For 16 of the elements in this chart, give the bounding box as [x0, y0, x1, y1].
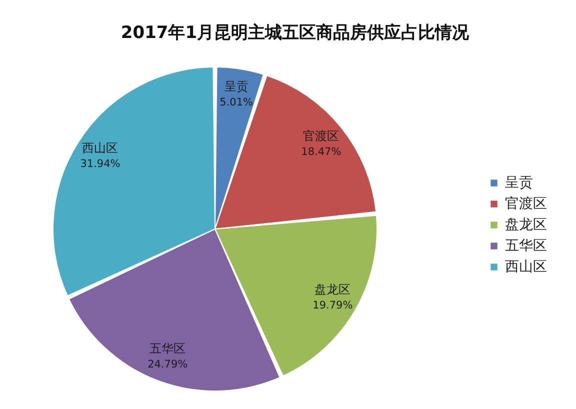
legend-label: 呈贡 [505, 175, 533, 191]
chart-title: 2017年1月昆明主城五区商品房供应占比情况 [120, 23, 470, 43]
slice-label: 呈贡 [224, 80, 248, 94]
legend-label: 盘龙区 [505, 217, 547, 233]
data-label: 5.01% [220, 96, 254, 109]
data-label: 19.79% [312, 299, 353, 312]
slice-label: 五华区 [150, 342, 186, 356]
data-label: 18.47% [301, 146, 342, 158]
slice-label: 盘龙区 [314, 282, 351, 296]
legend-label: 西山区 [505, 259, 547, 275]
legend-label: 官渡区 [505, 196, 547, 212]
data-label: 31.94% [80, 158, 120, 170]
legend-label: 五华区 [505, 238, 547, 254]
slice-label: 西山区 [82, 140, 118, 155]
data-label: 24.79% [148, 358, 188, 371]
slice-label: 官渡区 [303, 128, 340, 143]
